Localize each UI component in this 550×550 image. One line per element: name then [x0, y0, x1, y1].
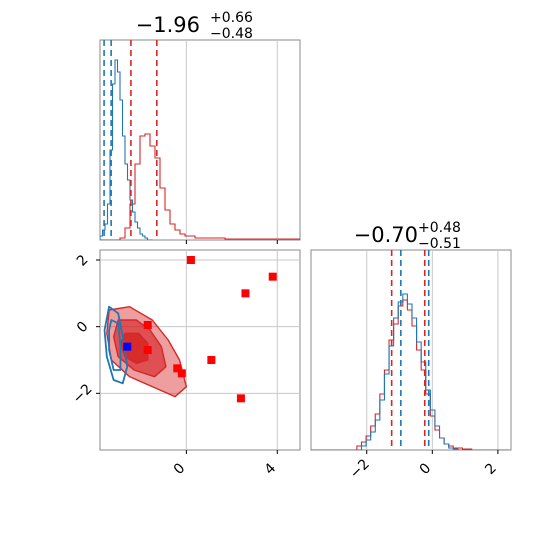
title-param-2-plus: +0.48 — [418, 220, 461, 236]
scatter-y-tick-label-1: 0 — [74, 319, 92, 337]
diag2-frame — [310, 249, 512, 451]
scatter-y-tick-label-0: −2 — [70, 381, 96, 407]
scatter-red-marker-4 — [143, 346, 152, 354]
scatter-red-marker-5 — [173, 364, 182, 373]
scatter-red-marker-1 — [241, 289, 250, 298]
title-param-2-minus: −0.51 — [418, 236, 461, 252]
title-param-1-plus: +0.66 — [210, 10, 253, 26]
diag2-red-histogram — [311, 299, 509, 450]
scatter-red-marker-2 — [268, 272, 277, 281]
scatter-red-marker-0 — [186, 256, 195, 264]
diagonal-panel-param-1 — [99, 39, 301, 244]
scatter-content — [103, 256, 277, 403]
diag2-tick-label-1: 0 — [417, 460, 435, 478]
scatter-blue-contour-0 — [103, 305, 129, 385]
scatter-blue-contour-1 — [108, 319, 122, 371]
scatter-frame — [99, 249, 301, 451]
diag1-blue-histogram — [100, 59, 153, 240]
diag2-tick-label-0: −2 — [347, 456, 373, 482]
diag1-frame — [99, 39, 301, 241]
scatter-red-marker-7 — [207, 356, 216, 364]
diagonal-panel-param-2: −2 0 2 — [310, 249, 512, 482]
scatter-red-marker-3 — [143, 321, 152, 329]
scatter-y-tick-label-2: 2 — [74, 252, 92, 270]
scatter-x-tick-label-1: 4 — [262, 460, 280, 478]
title-param-2: −0.70 — [354, 223, 418, 247]
title-param-1: −1.96 — [136, 13, 200, 37]
diag2-blue-histogram — [311, 293, 509, 450]
scatter-panel: 0 4 −2 0 2 — [70, 249, 301, 478]
diag2-tick-label-2: 2 — [482, 460, 500, 478]
title-param-1-minus: −0.48 — [210, 26, 253, 42]
scatter-red-marker-6 — [177, 369, 186, 378]
scatter-blue-marker-0 — [123, 342, 132, 351]
scatter-red-marker-8 — [236, 394, 245, 403]
scatter-x-tick-label-0: 0 — [171, 460, 189, 478]
